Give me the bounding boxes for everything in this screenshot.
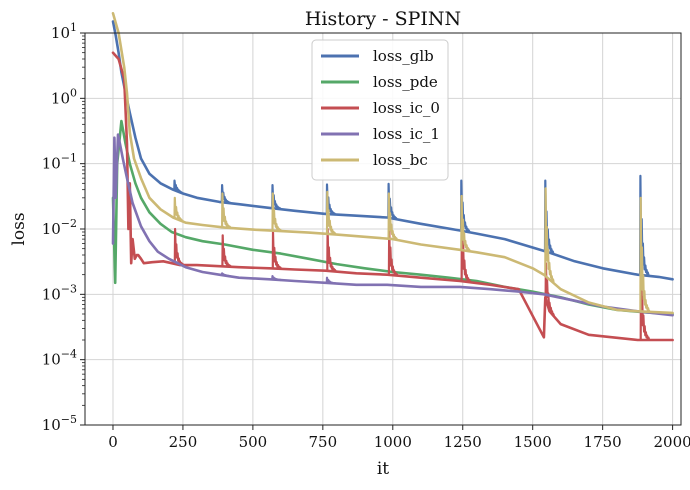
spike-loss_ic_0: [460, 214, 472, 283]
y-tick-exponent: −2: [61, 217, 77, 230]
x-axis-label: it: [377, 459, 389, 479]
spike-loss_ic_0: [387, 225, 399, 277]
x-tick-label: 2000: [654, 433, 690, 451]
spike-loss_bc: [271, 192, 282, 232]
series-layer: [111, 12, 674, 342]
x-axis: 0 250 500 750 1000 1250 1500 1750 2000: [108, 425, 690, 451]
y-tick-exponent: 0: [70, 86, 77, 99]
y-tick-base: 10: [42, 220, 61, 238]
y-tick-exponent: −3: [61, 282, 77, 295]
chart-title: History - SPINN: [305, 8, 461, 30]
legend-label-loss_pde: loss_pde: [373, 73, 438, 91]
y-tick-exponent: 1: [70, 21, 77, 34]
spike-loss_ic_0: [221, 234, 232, 268]
x-tick-label: 1500: [514, 433, 552, 451]
y-tick-base: 10: [42, 285, 61, 303]
y-tick-label: 10−1: [42, 152, 77, 173]
x-tick-label: 500: [239, 433, 268, 451]
series-loss_ic_1: [111, 133, 674, 317]
series-loss_ic_0: [111, 51, 674, 342]
legend: loss_glb loss_pde loss_ic_0 loss_ic_1 loss_b…: [311, 39, 449, 181]
legend-frame: [311, 39, 449, 181]
y-tick-base: 10: [42, 416, 61, 434]
x-tick-label: 250: [169, 433, 198, 451]
y-tick-exponent: −4: [61, 348, 77, 361]
spike-loss_ic_0: [544, 262, 555, 317]
legend-label-loss_ic_0: loss_ic_0: [373, 99, 440, 117]
x-tick-label: 750: [309, 433, 338, 451]
y-tick-label: 10−2: [42, 217, 77, 238]
x-tick-label: 1250: [444, 433, 482, 451]
y-tick-label: 101: [51, 21, 77, 42]
spike-loss_bc: [387, 192, 398, 241]
spike-loss_ic_0: [326, 227, 337, 273]
legend-label-loss_bc: loss_bc: [373, 151, 428, 169]
x-tick-label: 0: [108, 433, 118, 451]
spike-loss_ic_1: [271, 275, 282, 282]
spike-loss_bc: [544, 187, 555, 284]
spike-loss_ic_0: [639, 262, 651, 341]
legend-label-loss_ic_1: loss_ic_1: [373, 125, 440, 143]
y-tick-exponent: −5: [61, 413, 77, 426]
spike-loss_bc: [460, 194, 471, 252]
y-tick-label: 100: [51, 86, 77, 107]
spike-loss_bc: [639, 196, 651, 312]
y-axis-label: loss: [9, 212, 29, 245]
spike-loss_bc: [173, 196, 184, 223]
spike-loss_bc: [325, 190, 337, 236]
spike-loss_glb: [173, 179, 184, 195]
y-tick-label: 10−4: [42, 348, 77, 369]
legend-label-loss_glb: loss_glb: [373, 47, 434, 65]
y-tick-label: 10−3: [42, 282, 77, 303]
spike-loss_bc: [221, 192, 232, 229]
spike-loss_ic_1: [325, 276, 337, 285]
x-tick-label: 1000: [374, 433, 412, 451]
y-tick-base: 10: [42, 155, 61, 173]
y-tick-label: 10−5: [42, 413, 77, 434]
x-tick-label: 1750: [584, 433, 622, 451]
y-tick-base: 10: [51, 89, 70, 107]
spike-loss_ic_1: [220, 272, 232, 278]
y-tick-base: 10: [51, 24, 70, 42]
spike-loss_ic_0: [271, 230, 283, 270]
series-loss_bc: [111, 12, 674, 315]
y-tick-exponent: −1: [61, 152, 77, 165]
series-line-loss_bc: [111, 12, 674, 315]
y-tick-base: 10: [42, 351, 61, 369]
